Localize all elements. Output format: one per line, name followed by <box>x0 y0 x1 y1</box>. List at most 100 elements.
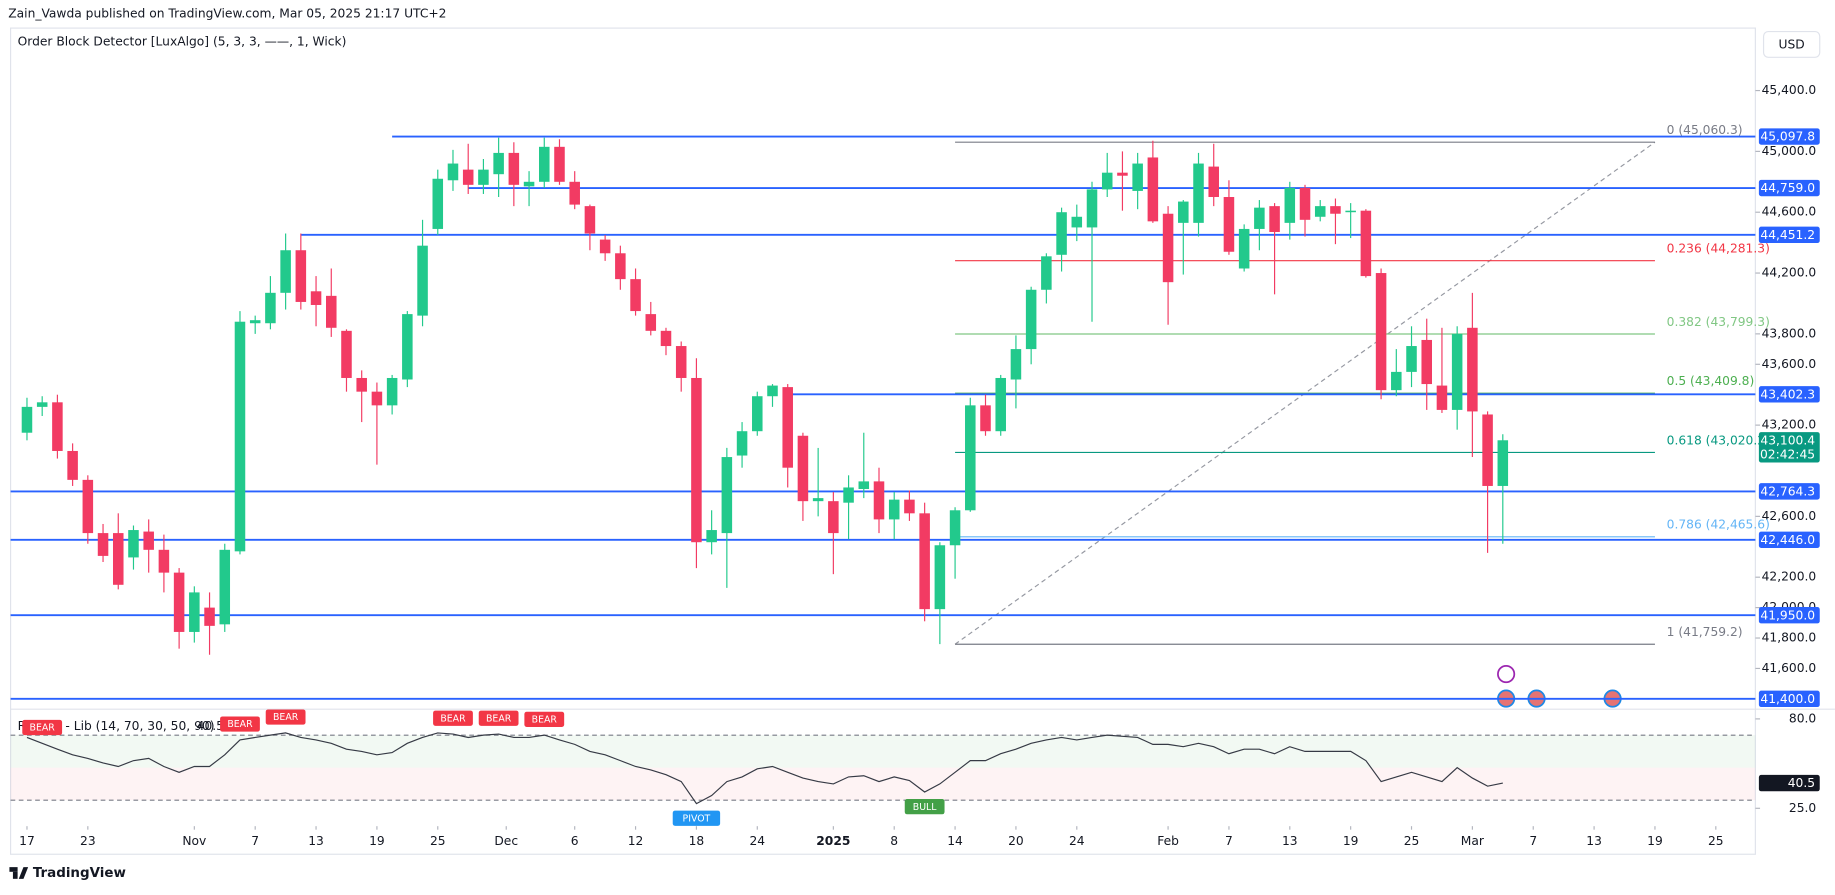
candle-body <box>52 402 63 451</box>
candle-body <box>752 396 763 432</box>
x-tick-label: 7 <box>251 834 259 848</box>
brand: TradingView <box>33 866 126 881</box>
fib-label: 0.786 (42,465.6) <box>1667 518 1770 532</box>
candle-body <box>478 169 489 185</box>
logo-part <box>9 867 18 872</box>
logo-part <box>18 867 29 879</box>
order-block-price: 44,759.0 <box>1760 181 1815 195</box>
candle-body <box>1451 333 1463 410</box>
order-block-price: 41,400.0 <box>1760 692 1815 706</box>
x-tick-label: 18 <box>689 834 705 848</box>
candle-body <box>1314 206 1326 217</box>
y-tick-label: 80.0 <box>1789 711 1816 725</box>
current-price-box <box>1758 432 1820 463</box>
y-tick-label: 41,600.0 <box>1762 661 1817 675</box>
candle-body <box>36 402 48 407</box>
candle-body <box>356 377 367 392</box>
signal-label: BEAR <box>30 723 56 734</box>
candle-body <box>1436 385 1448 410</box>
candle-body <box>1132 163 1143 191</box>
signal-box <box>524 711 565 727</box>
candle-body <box>797 435 809 502</box>
y-tick-label: 25.0 <box>1789 801 1816 815</box>
candle-body <box>1025 289 1037 350</box>
order-block-price-box <box>1758 690 1820 708</box>
y-tick-label: 42,200.0 <box>1762 570 1817 584</box>
x-tick-label: Dec <box>494 834 518 848</box>
x-tick-label: 23 <box>80 834 96 848</box>
order-block-price: 41,950.0 <box>1760 608 1815 622</box>
fib-label: 0.382 (43,799.3) <box>1667 315 1770 329</box>
candle-body <box>1071 216 1083 228</box>
candle-body <box>1208 166 1219 198</box>
candle-body <box>949 510 961 546</box>
candle-body <box>812 498 824 502</box>
candle-body <box>630 279 641 312</box>
x-tick-label: 20 <box>1008 834 1024 848</box>
currency-box[interactable] <box>1762 31 1821 58</box>
candle-body <box>1497 440 1509 486</box>
candle-body <box>828 501 839 534</box>
current-price: 43,100.4 <box>1760 433 1815 447</box>
candle-body <box>1086 189 1098 228</box>
candle-body <box>767 385 778 397</box>
candle-body <box>1010 349 1022 380</box>
order-block-price: 42,764.3 <box>1760 484 1815 498</box>
candle-body <box>112 533 124 585</box>
candle-body <box>1254 207 1265 229</box>
candle-body <box>1056 212 1067 255</box>
signal-label: BEAR <box>227 719 253 730</box>
candle-body <box>402 314 413 380</box>
signal-box <box>904 799 945 815</box>
order-block-price: 43,402.3 <box>1760 387 1815 401</box>
fib-label: 1 (41,759.2) <box>1667 625 1743 639</box>
x-tick-label: 6 <box>571 834 579 848</box>
y-tick-label: 44,600.0 <box>1762 205 1817 219</box>
currency: USD <box>1779 38 1805 52</box>
candle-body <box>1117 172 1128 176</box>
candle-body <box>21 406 33 433</box>
event-icon[interactable] <box>1497 664 1516 684</box>
candle-body <box>1238 228 1250 269</box>
candle-body <box>660 330 672 347</box>
candle-body <box>523 181 535 187</box>
y-tick-label: 42,600.0 <box>1762 509 1817 523</box>
x-tick-label: 8 <box>890 834 898 848</box>
x-tick-label: 17 <box>19 834 35 848</box>
x-tick-label: 13 <box>1282 834 1298 848</box>
x-tick-label: 19 <box>1343 834 1359 848</box>
y-tick-label: 41,800.0 <box>1762 631 1817 645</box>
candle-body <box>934 545 946 610</box>
fib-label: 0 (45,060.3) <box>1667 123 1743 137</box>
candle-body <box>782 387 793 468</box>
order-block-price-box <box>1758 607 1820 624</box>
signal-box <box>265 709 306 725</box>
candle-body <box>1101 172 1113 190</box>
candle-body <box>386 377 398 406</box>
rsi-line <box>26 732 1503 805</box>
fib-label: 0.618 (43,020.2) <box>1667 433 1770 447</box>
candle-body <box>1391 371 1402 391</box>
candle-body <box>128 530 139 558</box>
candle-body <box>615 253 626 280</box>
candle-body <box>919 513 930 610</box>
signal-box <box>22 719 63 736</box>
signal-label: BEAR <box>273 712 299 723</box>
x-tick-label: 24 <box>1069 834 1085 848</box>
x-tick-label: Nov <box>182 834 206 848</box>
fib-label: 0.236 (44,281.3) <box>1667 241 1770 255</box>
order-block-price-box <box>1758 531 1820 548</box>
x-tick-label: 24 <box>749 834 765 848</box>
candle-body <box>173 572 185 632</box>
candle-body <box>417 245 428 316</box>
plot-frame <box>10 27 1756 855</box>
candle-body <box>508 152 520 185</box>
candle-body <box>1162 213 1174 283</box>
x-tick-label: 19 <box>1647 834 1663 848</box>
candle-body <box>493 152 504 175</box>
candle-body <box>97 533 109 556</box>
x-tick-label: Mar <box>1461 834 1485 848</box>
order-block-price: 42,446.0 <box>1760 533 1815 547</box>
candle-body <box>736 431 748 456</box>
